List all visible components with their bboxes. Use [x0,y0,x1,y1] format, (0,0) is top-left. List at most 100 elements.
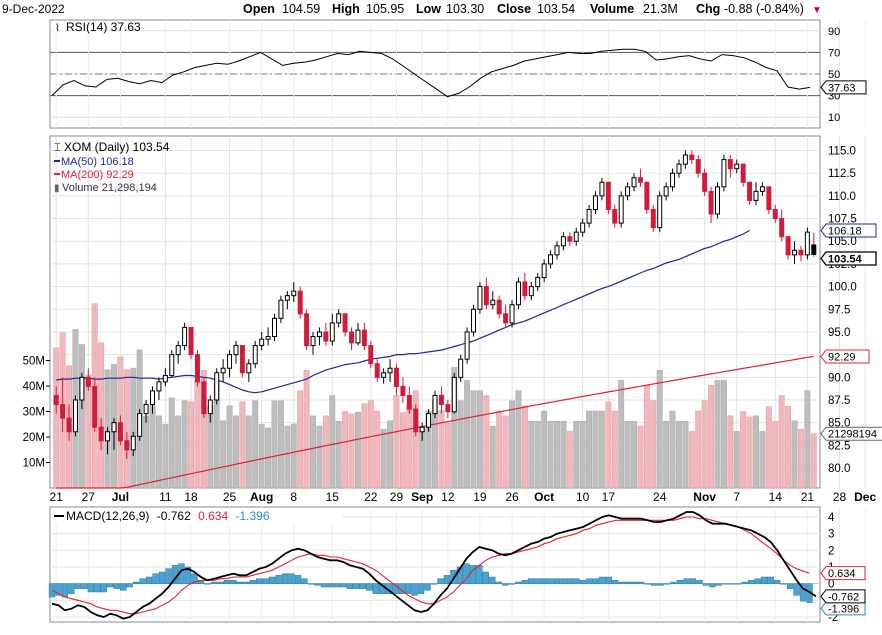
candle-body [272,317,277,337]
macd-hist-bar [126,583,133,588]
candle-body [792,249,798,256]
volume-bar [502,415,509,489]
candle-body [194,354,200,383]
candle-body [811,244,817,255]
candle-body [560,236,566,247]
candle-body [143,404,149,415]
volume-bar [310,415,316,489]
volume-bar [701,400,708,489]
volume-bar [290,423,297,489]
candle-body [220,367,226,374]
ma50-tag: 106.18 [820,223,877,238]
macd-hist-bar [489,576,496,584]
volume-bar [759,431,766,489]
candle-body [72,399,78,433]
volume-bar [560,420,567,489]
macd-hist-bar [599,576,606,584]
rsi-line [51,48,811,98]
candle-body [137,413,143,437]
macd-hist-bar [353,583,360,589]
candle-body [432,394,438,415]
candle-body [503,313,509,324]
macd-hist-bar [262,578,269,584]
header-low-value: 103.30 [446,2,484,16]
macd-hist-bar [754,578,761,584]
volume-bar [720,380,727,489]
candle-body [92,385,98,428]
volume-bar [412,390,419,489]
macd-hist-bar [644,583,651,585]
date-xtick: 19 [473,490,487,504]
candle-body [496,299,502,315]
volume-bar [130,367,137,489]
rsi-ytick: 90 [828,26,840,38]
volume-bar [688,431,695,489]
header-high-label: High [332,2,360,16]
volume-bar [200,370,207,489]
candle-body [670,172,676,188]
volume-bar [663,420,670,489]
price-ytick: 82.5 [828,440,850,452]
macd-ytick: 3 [828,529,834,541]
price-y-axis: 115.0112.5110.0107.5105.0102.5100.097.59… [828,146,857,476]
volume-bar [380,429,387,489]
volume-bar [753,415,759,489]
date-xtick: 17 [602,490,616,504]
volume-bar [586,410,593,489]
macd-hist-bar [482,571,489,584]
volume-bar [387,420,394,489]
macd-hist-bar [638,581,645,584]
volume-ytick: 30M [23,407,45,419]
volume-bar [98,342,105,489]
volume-ytick: 40M [23,381,45,393]
candle-body [541,263,547,279]
header-chg-label: Chg [696,2,720,16]
macd-hist-bar [625,581,632,584]
macd-hist-bar [120,583,127,591]
volume-bar [676,420,682,489]
macd-hist-bar [333,583,341,588]
candle-body [111,422,117,433]
volume-bar [772,420,779,489]
volume-bar [258,423,265,489]
macd-hist-bar [450,570,457,584]
macd-hist-bar [553,578,561,584]
date-xtick: Sep [411,490,433,504]
macd-tag-value: -0.762 [828,591,859,603]
macd-hist-bar [612,580,619,584]
macd-ytick: 0 [828,579,834,591]
volume-bar [374,410,381,489]
candle-body [105,431,111,442]
volume-bar [727,415,734,489]
candle-body [586,208,592,224]
candle-body [310,335,316,347]
macd-hist-bar [515,581,522,584]
volume-bar [143,415,150,489]
macd-hist-bar [55,583,62,596]
volume-legend: Volume 21,298,194 [62,182,157,194]
candle-body [162,375,168,383]
candle-body [631,177,637,188]
date-xtick: Aug [250,490,273,504]
price-legend: ⌶ XOM (Daily) 103.54 MA(50) 106.18 MA(20… [54,140,170,194]
candle-body [336,313,342,324]
volume-bar [650,400,657,489]
volume-bar [573,420,580,489]
macd-hist-bar [456,566,464,584]
candle-body [689,154,695,161]
candle-body [98,426,104,442]
macd-hist-tag-value: -1.396 [828,603,859,615]
macd-hist-tag: -1.396 [820,601,866,616]
date-x-axis: 21 27 Jul 11 18 25 Aug 8 15 22 29 Sep 12 19 26 Oct 10 17 2… [50,490,877,504]
price-ytick: 80.0 [828,463,850,475]
macd-hist-bar [294,575,302,584]
macd-hist-bar [158,571,166,584]
date-xtick: 26 [505,490,519,504]
volume-bar [271,400,278,489]
macd-hist-bar [683,578,690,584]
macd-hist-bar [650,583,658,586]
candle-body [438,394,444,406]
candle-body [740,163,746,183]
volume-bar [579,420,586,489]
price-ytick: 87.5 [828,395,850,407]
